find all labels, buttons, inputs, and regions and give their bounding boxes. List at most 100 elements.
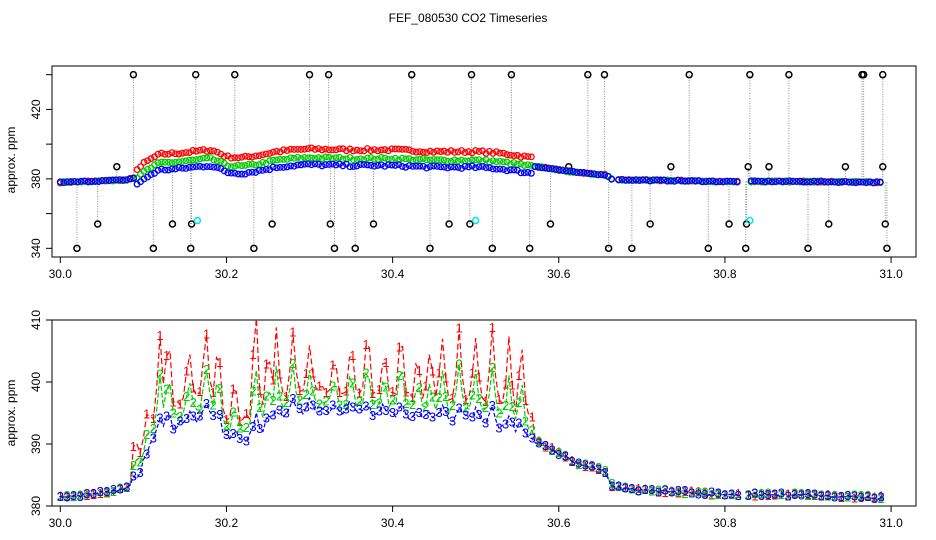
ch3-point (859, 178, 867, 186)
ch2-marker: 2 (382, 379, 389, 394)
ch3-marker: 3 (475, 407, 482, 422)
ch1-point (172, 150, 179, 158)
bottom-xtick-label: 30.2 (215, 516, 239, 530)
ch3-point (765, 177, 773, 185)
ch3-marker: 3 (416, 405, 423, 420)
ch1-marker: 1 (342, 384, 349, 399)
ch2-point (440, 156, 448, 164)
ch1-marker: 1 (176, 396, 183, 411)
ch3-point (541, 164, 549, 172)
ch3-marker: 3 (824, 488, 831, 503)
ch2-point (349, 156, 357, 164)
ch2-point (496, 157, 504, 165)
ch3-marker: 3 (502, 416, 509, 431)
ch2-marker: 2 (136, 454, 143, 469)
ch3-point (719, 178, 727, 186)
ch2-point (238, 162, 246, 170)
ch1-point (325, 146, 333, 154)
ch2-marker: 2 (562, 448, 569, 463)
ch3-marker: 3 (329, 398, 336, 413)
bottom-ytick-label: 390 (29, 434, 43, 454)
ch1-marker: 1 (63, 489, 70, 504)
ch1-point (147, 155, 155, 163)
ch3-point (304, 160, 312, 168)
ch3-point (688, 176, 696, 184)
ch2-point (367, 154, 375, 161)
ch3-marker: 3 (735, 488, 742, 503)
ch2-point (192, 156, 200, 164)
ch3-point (112, 176, 120, 184)
ch3-marker: 3 (568, 454, 575, 469)
ch2-marker: 2 (442, 389, 449, 404)
ch1-marker: 1 (156, 328, 163, 343)
ch3-point (824, 178, 832, 186)
ch3-marker: 3 (522, 425, 529, 440)
ch3-marker: 3 (489, 398, 496, 413)
ch3-point (297, 161, 305, 169)
ch1-point (168, 149, 176, 157)
ch1-marker: 1 (765, 488, 772, 503)
ch1-marker: 1 (871, 490, 878, 505)
ch3-point (608, 175, 616, 183)
ch1-marker: 1 (243, 406, 250, 421)
top-panel: approx. ppm 30.0 30.2 30.4 30.6 30.8 31.0 340 3… (4, 65, 917, 281)
ch2-point (489, 157, 497, 165)
ch3-point (276, 163, 284, 171)
spike-point (466, 220, 474, 228)
ch1-point (318, 146, 326, 154)
ch3-point (391, 161, 399, 169)
spike-point (445, 220, 453, 228)
ch1-point (210, 147, 218, 155)
ch2-point (322, 153, 329, 161)
spike-point (330, 244, 339, 253)
spike-point (369, 220, 378, 228)
ch3-point (789, 178, 797, 185)
ch1-point (426, 147, 434, 155)
ch3-marker: 3 (681, 483, 688, 498)
ch3-point (116, 176, 124, 184)
ch2-point (199, 154, 207, 162)
spike-point (879, 162, 887, 171)
ch1-marker: 1 (283, 389, 290, 404)
ch3-marker: 3 (851, 489, 858, 504)
ch3-marker: 3 (771, 486, 778, 501)
ch3-point (852, 179, 860, 187)
ch2-marker: 2 (309, 384, 316, 399)
ch2-marker: 2 (183, 389, 190, 404)
ch3-marker: 3 (575, 456, 582, 471)
ch3-marker: 3 (495, 420, 502, 435)
ch3-point (834, 179, 842, 186)
ch3-marker: 3 (303, 399, 310, 414)
ch1-point (503, 151, 511, 159)
ch3-point (161, 166, 169, 174)
ch3-marker: 3 (382, 403, 389, 418)
ch3-point (245, 169, 253, 176)
ch1-marker: 1 (349, 348, 356, 363)
ch3-marker: 3 (236, 431, 243, 446)
ch1-marker: 1 (356, 386, 363, 401)
ch3-point (716, 178, 724, 186)
ch3-point (77, 177, 85, 185)
ch3-point (126, 175, 134, 183)
ch1-point (520, 152, 528, 160)
ch3-point (182, 165, 190, 172)
ch3-point (206, 163, 214, 171)
ch2-marker: 2 (708, 487, 715, 502)
ch1-point (304, 145, 312, 153)
ch1-point (213, 148, 221, 156)
spike-point (841, 162, 850, 171)
ch1-point (311, 145, 319, 153)
ch3-point (639, 176, 647, 184)
ch3-point (210, 163, 218, 171)
ch1-marker: 1 (721, 487, 728, 502)
ch3-marker: 3 (778, 485, 785, 500)
flag-point (193, 216, 202, 225)
ch2-marker: 2 (661, 482, 668, 497)
ch3-point (866, 178, 874, 186)
ch2-marker: 2 (595, 460, 602, 475)
ch2-point (158, 158, 165, 166)
ch3-point (761, 178, 769, 186)
ch3-marker: 3 (349, 400, 356, 415)
ch1-point (513, 151, 521, 159)
ch1-marker: 1 (442, 371, 449, 386)
